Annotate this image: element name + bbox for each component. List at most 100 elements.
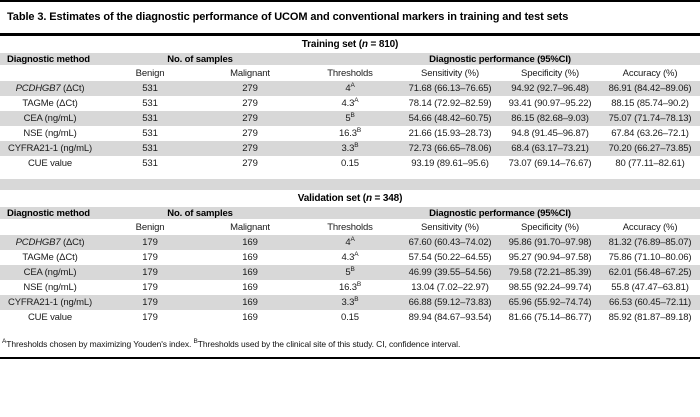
cell-benign: 179 <box>142 312 158 323</box>
cell-specificity: 73.07 (69.14–76.67) <box>508 158 592 169</box>
cell-sensitivity: 57.54 (50.22–64.55) <box>408 252 492 263</box>
header-diagnostic-method: Diagnostic method <box>0 207 100 219</box>
cell-malignant: 279 <box>200 111 300 126</box>
cell-accuracy: 88.15 (85.74–90.2) <box>611 98 689 109</box>
cell-benign: 179 <box>142 252 158 263</box>
bottom-rule <box>0 357 700 359</box>
cell-accuracy: 66.53 (60.45–72.11) <box>600 295 700 310</box>
section-separator <box>0 179 700 190</box>
cell-accuracy: 70.20 (66.27–73.85) <box>600 141 700 156</box>
table-sections: Training set (n = 810) Diagnostic method N… <box>0 36 700 325</box>
cell-benign: 531 <box>100 111 200 126</box>
cell-accuracy: 75.07 (71.74–78.13) <box>600 111 700 126</box>
cell-malignant: 169 <box>200 295 300 310</box>
table-row: CYFRA21-1 (ng/mL) 531 279 3.3B 72.73 (66.65–… <box>0 141 700 156</box>
cell-specificity: 94.8 (91.45–96.87) <box>511 128 589 139</box>
table-row: CEA (ng/mL) 179 169 5B 46.99 (39.55–54.56) 79… <box>0 265 700 280</box>
cell-method: CYFRA21-1 (ng/mL) <box>0 141 100 156</box>
header-diagnostic-performance: Diagnostic performance (95%CI) <box>300 53 700 65</box>
sub-header-row: Benign Malignant Thresholds Sensitivity (%)… <box>0 65 700 81</box>
sub-header-row: Benign Malignant Thresholds Sensitivity (%)… <box>0 219 700 235</box>
top-rule <box>0 0 700 2</box>
table-title: Table 3. Estimates of the diagnostic per… <box>7 11 569 23</box>
cell-sensitivity: 21.66 (15.93–28.73) <box>408 128 492 139</box>
section-band: Training set (n = 810) <box>0 36 700 53</box>
section-band: Validation set (n = 348) <box>0 190 700 207</box>
cell-sensitivity: 89.94 (84.67–93.54) <box>408 312 492 323</box>
header-diagnostic-performance: Diagnostic performance (95%CI) <box>300 207 700 219</box>
cell-sensitivity: 78.14 (72.92–82.59) <box>408 98 492 109</box>
cell-specificity: 95.86 (91.70–97.98) <box>500 235 600 250</box>
column-header: Sensitivity (%) <box>421 221 479 233</box>
title-rule <box>0 33 700 36</box>
cell-malignant: 169 <box>242 252 258 263</box>
cell-accuracy: 67.84 (63.26–72.1) <box>611 128 689 139</box>
cell-malignant: 169 <box>242 312 258 323</box>
cell-accuracy: 86.91 (84.42–89.06) <box>600 81 700 96</box>
cell-method: CEA (ng/mL) <box>0 111 100 126</box>
cell-benign: 531 <box>100 141 200 156</box>
cell-sensitivity: 54.66 (48.42–60.75) <box>400 111 500 126</box>
cell-malignant: 279 <box>200 81 300 96</box>
table-row: CUE value 531 279 0.15 93.19 (89.61–95.6) 73.… <box>0 156 700 171</box>
data-table: Training set (n = 810) Diagnostic method N… <box>0 36 700 171</box>
section-title: Training set (n = 810) <box>301 39 399 50</box>
cell-benign: 531 <box>100 81 200 96</box>
cell-sensitivity: 72.73 (66.65–78.06) <box>400 141 500 156</box>
column-header: Accuracy (%) <box>622 67 678 79</box>
cell-method: CEA (ng/mL) <box>0 265 100 280</box>
cell-benign: 531 <box>142 158 158 169</box>
cell-threshold: 16.3B <box>338 280 362 293</box>
header-diagnostic-method: Diagnostic method <box>0 53 100 65</box>
cell-sensitivity: 46.99 (39.55–54.56) <box>400 265 500 280</box>
cell-sensitivity: 13.04 (7.02–22.97) <box>411 282 489 293</box>
header-spacer <box>0 219 100 235</box>
cell-threshold: 4.3A <box>341 96 359 109</box>
cell-method: CUE value <box>27 158 73 169</box>
cell-accuracy: 62.01 (56.48–67.25) <box>600 265 700 280</box>
table-row: CEA (ng/mL) 531 279 5B 54.66 (48.42–60.75) 86… <box>0 111 700 126</box>
cell-sensitivity: 93.19 (89.61–95.6) <box>411 158 489 169</box>
cell-accuracy: 80 (77.11–82.61) <box>615 158 685 169</box>
table-row: NSE (ng/mL) 179 169 16.3B 13.04 (7.02–22.97)… <box>0 280 700 295</box>
table-row: PCDHGB7 (ΔCt) 531 279 4A 71.68 (66.13–76.65)… <box>0 81 700 96</box>
column-header: Specificity (%) <box>521 221 579 233</box>
cell-method: CUE value <box>27 312 73 323</box>
column-header: Thresholds <box>327 67 373 79</box>
cell-malignant: 169 <box>200 265 300 280</box>
column-header: Sensitivity (%) <box>421 67 479 79</box>
cell-specificity: 81.66 (75.14–86.77) <box>508 312 592 323</box>
cell-malignant: 169 <box>200 235 300 250</box>
cell-threshold: 4A <box>300 235 400 250</box>
cell-malignant: 279 <box>242 98 258 109</box>
cell-specificity: 79.58 (72.21–85.39) <box>500 265 600 280</box>
cell-sensitivity: 66.88 (59.12–73.83) <box>400 295 500 310</box>
cell-specificity: 86.15 (82.68–9.03) <box>500 111 600 126</box>
cell-threshold: 16.3B <box>338 126 362 139</box>
cell-specificity: 68.4 (63.17–73.21) <box>500 141 600 156</box>
header-no-of-samples: No. of samples <box>100 53 300 65</box>
column-header: Benign <box>135 67 165 79</box>
cell-malignant: 279 <box>242 128 258 139</box>
cell-benign: 179 <box>100 295 200 310</box>
header-spacer <box>0 65 100 81</box>
column-header: Accuracy (%) <box>622 221 678 233</box>
cell-method: PCDHGB7 (ΔCt) <box>0 235 100 250</box>
cell-accuracy: 55.8 (47.47–63.81) <box>611 282 689 293</box>
cell-method: NSE (ng/mL) <box>23 282 77 293</box>
cell-method: TAGMe (ΔCt) <box>22 98 78 109</box>
cell-threshold: 0.15 <box>341 312 359 323</box>
cell-method: NSE (ng/mL) <box>23 128 77 139</box>
cell-benign: 531 <box>142 128 158 139</box>
cell-threshold: 5B <box>300 265 400 280</box>
cell-benign: 179 <box>100 235 200 250</box>
cell-accuracy: 81.32 (76.89–85.07) <box>600 235 700 250</box>
table-row: CUE value 179 169 0.15 89.94 (84.67–93.54) 81… <box>0 310 700 325</box>
cell-sensitivity: 71.68 (66.13–76.65) <box>400 81 500 96</box>
section-title: Validation set (n = 348) <box>297 193 403 204</box>
cell-benign: 179 <box>100 265 200 280</box>
cell-threshold: 0.15 <box>341 158 359 169</box>
table-row: PCDHGB7 (ΔCt) 179 169 4A 67.60 (60.43–74.02)… <box>0 235 700 250</box>
cell-specificity: 98.55 (92.24–99.74) <box>508 282 592 293</box>
